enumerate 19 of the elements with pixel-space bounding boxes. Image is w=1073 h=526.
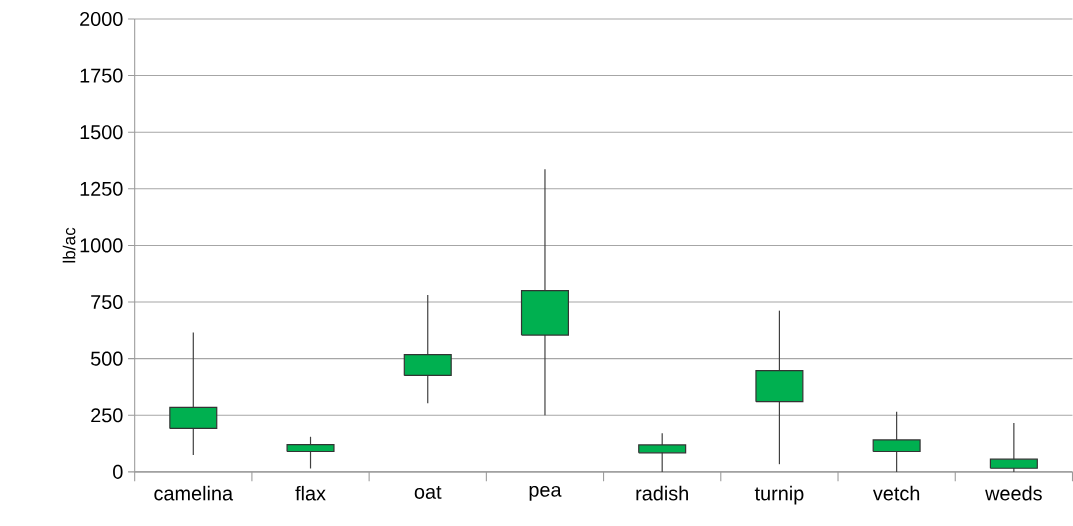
y-axis-title: lb/ac <box>62 227 76 263</box>
y-tick-label: 1250 <box>80 181 123 196</box>
y-tick-label: 1500 <box>80 125 123 140</box>
x-tick-label: turnip <box>754 486 804 505</box>
y-tick-label: 750 <box>91 295 123 310</box>
y-tick-label: 250 <box>91 408 123 423</box>
y-tick-label: 500 <box>90 351 123 366</box>
y-tick-label: 2000 <box>80 12 123 27</box>
x-tick-label: camelina <box>154 486 234 501</box>
y-tick-label: 1750 <box>80 68 123 83</box>
x-tick-label: oat <box>414 486 442 500</box>
x-tick-label: vetch <box>872 486 920 501</box>
x-tick-label: flax <box>295 486 326 501</box>
x-tick-label: weeds <box>985 486 1042 501</box>
x-tick-label: pea <box>529 486 562 501</box>
candlestick <box>286 436 335 470</box>
y-tick-label: 0 <box>113 464 123 480</box>
x-tick-label: radish <box>636 486 688 501</box>
y-tick-label: 1000 <box>80 238 123 253</box>
